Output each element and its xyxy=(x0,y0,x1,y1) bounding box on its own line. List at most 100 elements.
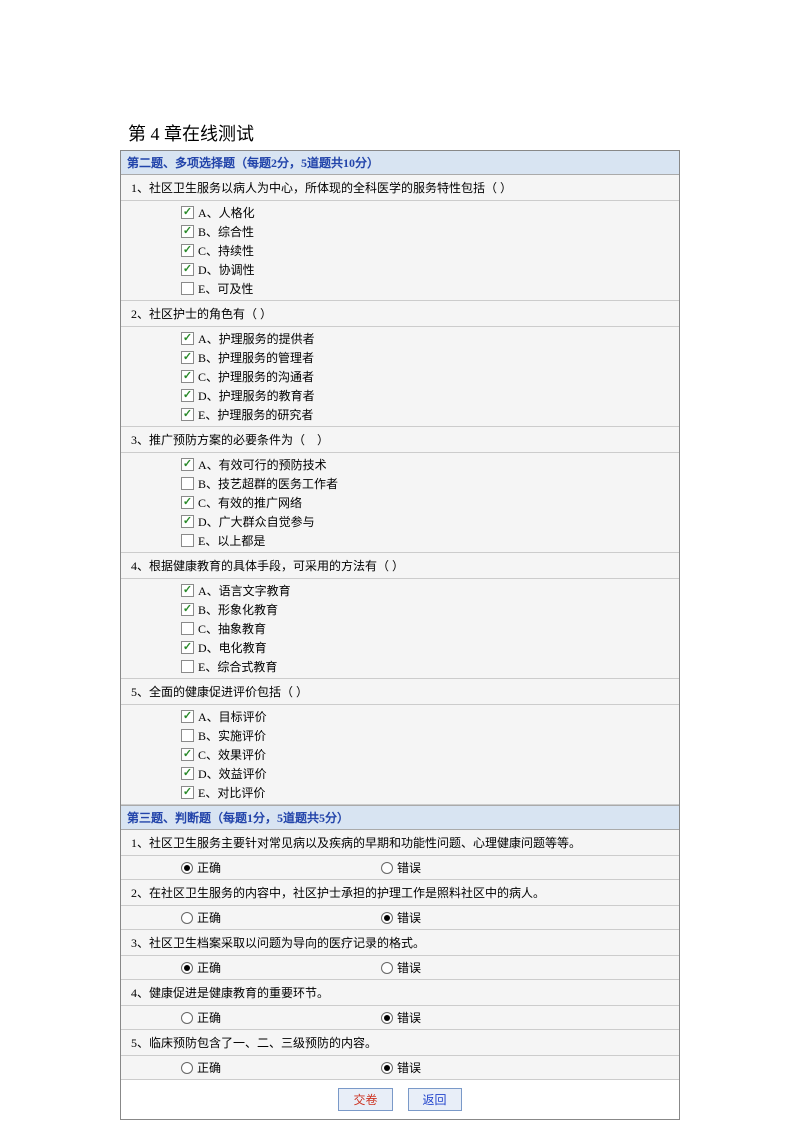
checkbox-icon[interactable] xyxy=(181,515,194,528)
checkbox-icon[interactable] xyxy=(181,332,194,345)
checkbox-icon[interactable] xyxy=(181,660,194,673)
submit-button[interactable]: 交卷 xyxy=(338,1088,392,1111)
option-label: D、电化教育 xyxy=(198,639,267,656)
checkbox-icon[interactable] xyxy=(181,263,194,276)
option-row[interactable]: C、护理服务的沟通者 xyxy=(181,367,679,386)
checkbox-icon[interactable] xyxy=(181,767,194,780)
checkbox-icon[interactable] xyxy=(181,408,194,421)
option-row[interactable]: A、护理服务的提供者 xyxy=(181,329,679,348)
checkbox-icon[interactable] xyxy=(181,206,194,219)
option-row[interactable]: C、有效的推广网络 xyxy=(181,493,679,512)
checkbox-icon[interactable] xyxy=(181,748,194,761)
option-row[interactable]: E、可及性 xyxy=(181,279,679,298)
question-text: 1、社区卫生服务主要针对常见病以及疾病的早期和功能性问题、心理健康问题等等。 xyxy=(121,830,679,856)
tf-row: 正确 错误 xyxy=(121,856,679,880)
tf-true-option[interactable]: 正确 xyxy=(181,959,381,976)
radio-icon[interactable] xyxy=(381,1012,393,1024)
option-row[interactable]: B、技艺超群的医务工作者 xyxy=(181,474,679,493)
question-text: 5、临床预防包含了一、二、三级预防的内容。 xyxy=(121,1030,679,1056)
option-row[interactable]: E、综合式教育 xyxy=(181,657,679,676)
option-row[interactable]: B、实施评价 xyxy=(181,726,679,745)
back-button[interactable]: 返回 xyxy=(408,1088,462,1111)
radio-icon[interactable] xyxy=(181,1012,193,1024)
checkbox-icon[interactable] xyxy=(181,584,194,597)
tf-true-label: 正确 xyxy=(197,859,221,876)
option-row[interactable]: A、有效可行的预防技术 xyxy=(181,455,679,474)
question-text: 3、社区卫生档案采取以问题为导向的医疗记录的格式。 xyxy=(121,930,679,956)
checkbox-icon[interactable] xyxy=(181,786,194,799)
option-row[interactable]: D、协调性 xyxy=(181,260,679,279)
option-label: E、以上都是 xyxy=(198,532,265,549)
checkbox-icon[interactable] xyxy=(181,641,194,654)
option-label: E、护理服务的研究者 xyxy=(198,406,313,423)
option-row[interactable]: D、广大群众自觉参与 xyxy=(181,512,679,531)
radio-icon[interactable] xyxy=(181,862,193,874)
option-label: E、综合式教育 xyxy=(198,658,277,675)
options-block: A、目标评价B、实施评价 C、效果评价D、效益评价E、对比评价 xyxy=(121,705,679,805)
option-label: B、技艺超群的医务工作者 xyxy=(198,475,338,492)
checkbox-icon[interactable] xyxy=(181,710,194,723)
option-row[interactable]: B、护理服务的管理者 xyxy=(181,348,679,367)
tf-true-option[interactable]: 正确 xyxy=(181,1009,381,1026)
checkbox-icon[interactable] xyxy=(181,225,194,238)
radio-icon[interactable] xyxy=(181,1062,193,1074)
radio-icon[interactable] xyxy=(381,912,393,924)
option-row[interactable]: C、抽象教育 xyxy=(181,619,679,638)
option-row[interactable]: D、护理服务的教育者 xyxy=(181,386,679,405)
checkbox-icon[interactable] xyxy=(181,351,194,364)
checkbox-icon[interactable] xyxy=(181,370,194,383)
radio-icon[interactable] xyxy=(381,1062,393,1074)
checkbox-icon[interactable] xyxy=(181,534,194,547)
option-label: D、护理服务的教育者 xyxy=(198,387,315,404)
tf-false-option[interactable]: 错误 xyxy=(381,909,581,926)
tf-row: 正确错误 xyxy=(121,956,679,980)
tf-true-option[interactable]: 正确 xyxy=(181,909,381,926)
checkbox-icon[interactable] xyxy=(181,496,194,509)
radio-icon[interactable] xyxy=(381,962,393,974)
option-label: B、护理服务的管理者 xyxy=(198,349,314,366)
tf-row: 正确 错误 xyxy=(121,906,679,930)
tf-false-option[interactable]: 错误 xyxy=(381,959,581,976)
option-label: C、持续性 xyxy=(198,242,254,259)
question-text: 1、社区卫生服务以病人为中心，所体现的全科医学的服务特性包括（ ） xyxy=(121,175,679,201)
quiz-container: 第二题、多项选择题（每题2分，5道题共10分） 1、社区卫生服务以病人为中心，所… xyxy=(120,150,680,1120)
option-row[interactable]: E、对比评价 xyxy=(181,783,679,802)
tf-true-option[interactable]: 正确 xyxy=(181,859,381,876)
option-row[interactable]: A、语言文字教育 xyxy=(181,581,679,600)
checkbox-icon[interactable] xyxy=(181,282,194,295)
checkbox-icon[interactable] xyxy=(181,477,194,490)
radio-icon[interactable] xyxy=(181,962,193,974)
checkbox-icon[interactable] xyxy=(181,622,194,635)
radio-icon[interactable] xyxy=(181,912,193,924)
option-row[interactable]: C、持续性 xyxy=(181,241,679,260)
question-text: 4、健康促进是健康教育的重要环节。 xyxy=(121,980,679,1006)
option-row[interactable]: A、目标评价 xyxy=(181,707,679,726)
radio-icon[interactable] xyxy=(381,862,393,874)
option-row[interactable]: E、护理服务的研究者 xyxy=(181,405,679,424)
options-block: A、有效可行的预防技术B、技艺超群的医务工作者C、有效的推广网络D、广大群众自觉… xyxy=(121,453,679,553)
tf-false-label: 错误 xyxy=(397,859,421,876)
page-title: 第 4 章在线测试 xyxy=(120,120,680,146)
checkbox-icon[interactable] xyxy=(181,389,194,402)
checkbox-icon[interactable] xyxy=(181,729,194,742)
question-text: 3、推广预防方案的必要条件为（ ） xyxy=(121,427,679,453)
option-row[interactable]: D、效益评价 xyxy=(181,764,679,783)
checkbox-icon[interactable] xyxy=(181,603,194,616)
option-row[interactable]: C、效果评价 xyxy=(181,745,679,764)
option-row[interactable]: E、以上都是 xyxy=(181,531,679,550)
tf-false-option[interactable]: 错误 xyxy=(381,1059,581,1076)
option-row[interactable]: B、形象化教育 xyxy=(181,600,679,619)
option-row[interactable]: B、综合性 xyxy=(181,222,679,241)
tf-false-option[interactable]: 错误 xyxy=(381,859,581,876)
option-label: D、协调性 xyxy=(198,261,255,278)
checkbox-icon[interactable] xyxy=(181,244,194,257)
tf-true-option[interactable]: 正确 xyxy=(181,1059,381,1076)
option-label: C、效果评价 xyxy=(198,746,266,763)
option-row[interactable]: D、电化教育 xyxy=(181,638,679,657)
tf-false-label: 错误 xyxy=(397,959,421,976)
option-row[interactable]: A、人格化 xyxy=(181,203,679,222)
tf-false-option[interactable]: 错误 xyxy=(381,1009,581,1026)
option-label: B、实施评价 xyxy=(198,727,266,744)
tf-true-label: 正确 xyxy=(197,909,221,926)
checkbox-icon[interactable] xyxy=(181,458,194,471)
